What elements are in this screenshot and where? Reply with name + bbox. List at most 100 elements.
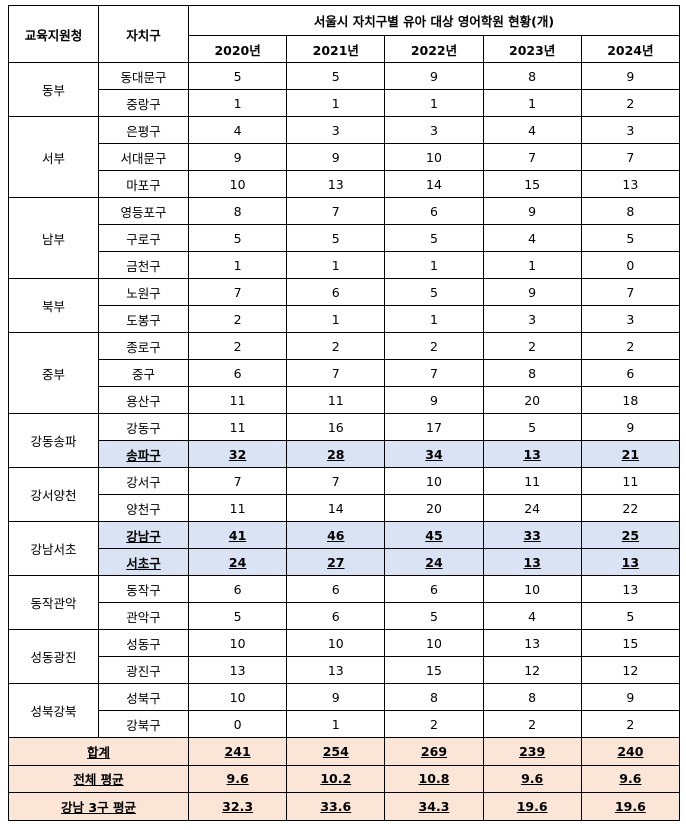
value-cell: 10: [187, 629, 288, 657]
value-cell: 32: [187, 440, 288, 468]
value-cell: 1: [286, 89, 386, 117]
value-cell: 41: [187, 521, 288, 549]
value-cell: 6: [187, 359, 288, 387]
value-cell: 8: [482, 359, 582, 387]
value-cell: 7: [187, 278, 288, 306]
value-cell: 5: [187, 602, 288, 630]
value-cell: 1: [286, 305, 386, 333]
value-cell: 5: [187, 62, 288, 90]
value-cell: 9: [482, 278, 582, 306]
district-row: 강북구 0 1 2 2 2: [9, 710, 681, 738]
value-cell: 5: [384, 278, 484, 306]
value-cell: 7: [384, 359, 484, 387]
total-value: 241: [187, 737, 288, 766]
value-cell: 2: [384, 710, 484, 738]
total-row: 강남 3구 평균 32.3 33.6 34.3 19.6 19.6: [8, 792, 681, 821]
value-cell: 1: [384, 305, 484, 333]
district-row: 서초구 24 27 24 13 13: [9, 548, 681, 576]
value-cell: 1: [384, 251, 484, 279]
total-row: 합계 241 254 269 239 240: [8, 737, 681, 766]
year-header: 2023년: [482, 35, 582, 63]
district-cell: 관악구: [98, 602, 189, 630]
value-cell: 1: [482, 251, 582, 279]
total-value: 34.3: [384, 792, 484, 821]
total-label: 전체 평균: [8, 764, 189, 793]
value-cell: 2: [187, 305, 288, 333]
value-cell: 9: [580, 683, 681, 711]
value-cell: 1: [286, 710, 386, 738]
office-cell: 북부: [8, 278, 99, 333]
office-cell: 성북강북: [8, 683, 99, 738]
value-cell: 4: [482, 224, 582, 252]
total-value: 10.8: [384, 764, 484, 793]
value-cell: 6: [286, 278, 386, 306]
value-cell: 2: [482, 710, 582, 738]
value-cell: 3: [580, 116, 681, 144]
value-cell: 1: [286, 251, 386, 279]
value-cell: 5: [482, 413, 582, 441]
district-row: 관악구 5 6 5 4 5: [9, 602, 681, 630]
value-cell: 9: [580, 62, 681, 90]
district-row: 금천구 1 1 1 1 0: [9, 251, 681, 279]
value-cell: 7: [286, 359, 386, 387]
value-cell: 3: [286, 116, 386, 144]
value-cell: 11: [580, 467, 681, 495]
total-value: 32.3: [187, 792, 288, 821]
value-cell: 13: [187, 656, 288, 684]
district-row: 강동송파 강동구 11 16 17 5 9: [8, 413, 681, 468]
value-cell: 6: [286, 575, 386, 603]
district-cell: 동대문구: [98, 62, 189, 90]
value-cell: 4: [482, 116, 582, 144]
year-header: 2024년: [580, 35, 681, 63]
district-cell: 도봉구: [98, 305, 189, 333]
district-cell: 송파구: [98, 440, 189, 468]
value-cell: 14: [384, 170, 484, 198]
office-cell: 강서양천: [8, 467, 99, 522]
value-cell: 25: [580, 521, 681, 549]
value-cell: 46: [286, 521, 386, 549]
value-cell: 0: [187, 710, 288, 738]
district-cell: 성동구: [98, 629, 189, 657]
total-row: 전체 평균 9.6 10.2 10.8 9.6 9.6: [8, 764, 681, 793]
value-cell: 15: [482, 170, 582, 198]
value-cell: 6: [580, 359, 681, 387]
value-cell: 5: [580, 224, 681, 252]
value-cell: 11: [482, 467, 582, 495]
district-cell: 강남구: [98, 521, 189, 549]
value-cell: 9: [384, 62, 484, 90]
value-cell: 2: [187, 332, 288, 360]
value-cell: 13: [482, 548, 582, 576]
value-cell: 11: [187, 386, 288, 414]
value-cell: 21: [580, 440, 681, 468]
header-district: 자치구: [98, 5, 189, 63]
value-cell: 7: [187, 467, 288, 495]
value-cell: 13: [286, 170, 386, 198]
value-cell: 24: [384, 548, 484, 576]
district-row: 중부 종로구 2 2 2 2 2: [8, 332, 681, 414]
value-cell: 10: [384, 629, 484, 657]
district-row: 서부 은평구 4 3 3 4 3: [8, 116, 681, 198]
value-cell: 9: [482, 197, 582, 225]
header-title: 서울시 자치구별 유아 대상 영어학원 현황(개): [188, 5, 680, 36]
district-cell: 양천구: [98, 494, 189, 522]
district-cell: 마포구: [98, 170, 189, 198]
district-cell: 구로구: [98, 224, 189, 252]
total-label: 합계: [8, 737, 189, 766]
total-value: 254: [286, 737, 386, 766]
value-cell: 13: [580, 170, 681, 198]
district-cell: 광진구: [98, 656, 189, 684]
value-cell: 10: [187, 170, 288, 198]
district-row: 마포구 10 13 14 15 13: [9, 170, 681, 198]
district-cell: 용산구: [98, 386, 189, 414]
district-row: 송파구 32 28 34 13 21: [9, 440, 681, 468]
district-row: 강남서초 강남구 41 46 45 33 25: [8, 521, 681, 576]
value-cell: 20: [482, 386, 582, 414]
district-cell: 서대문구: [98, 143, 189, 171]
district-cell: 성북구: [98, 683, 189, 711]
value-cell: 10: [384, 467, 484, 495]
office-cell: 성동광진: [8, 629, 99, 684]
value-cell: 0: [580, 251, 681, 279]
value-cell: 28: [286, 440, 386, 468]
total-value: 9.6: [580, 764, 681, 793]
header-office: 교육지원청: [8, 5, 99, 63]
